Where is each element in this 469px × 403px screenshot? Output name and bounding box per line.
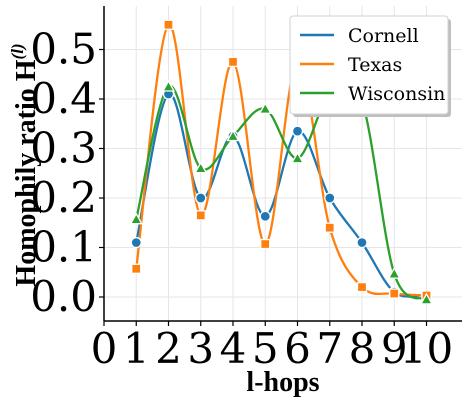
data-point-texas: [131, 263, 142, 274]
data-point-texas: [389, 288, 400, 299]
x-tick-label: 8: [349, 324, 376, 373]
x-tick-label: 6: [284, 324, 311, 373]
series-line-cornell: [135, 92, 428, 298]
legend-label-wisconsin: Wisconsin: [348, 83, 445, 105]
y-tick-label: 0.5: [30, 25, 97, 74]
data-point-wisconsin: [129, 212, 143, 225]
x-tick-label: 1: [123, 324, 150, 373]
x-tick-label: 5: [252, 324, 279, 373]
y-tick-label: 0.2: [30, 173, 97, 222]
data-point-texas: [195, 210, 206, 221]
x-tick-labels: 0 1 2 3 4 5 6 7 8 910: [91, 321, 453, 373]
data-point-wisconsin: [194, 161, 208, 174]
legend-label-cornell: Cornell: [348, 25, 419, 47]
x-axis-label: l-hops: [246, 367, 319, 398]
data-point-cornell: [324, 192, 336, 204]
data-point-texas: [163, 19, 174, 30]
x-tick-label: 3: [187, 324, 214, 373]
legend-box: [289, 15, 449, 115]
data-point-cornell: [259, 210, 271, 222]
x-tick-label: 7: [316, 324, 343, 373]
y-tick-label: 0.1: [30, 223, 97, 272]
data-point-texas: [356, 281, 368, 293]
y-tick-labels: 0.00.10.20.30.40.5: [30, 25, 104, 321]
legend-label-texas: Texas: [348, 54, 402, 76]
data-point-cornell: [356, 236, 368, 249]
legend: Cornell Texas Wisconsin: [289, 15, 451, 117]
data-point-wisconsin: [419, 292, 434, 305]
data-point-cornell: [130, 236, 142, 249]
y-tick-label: 0.4: [30, 74, 97, 123]
x-tick-label: 2: [155, 324, 182, 373]
data-point-texas: [227, 56, 239, 68]
data-markers: [129, 19, 434, 305]
series-line-wisconsin: [135, 81, 428, 301]
y-tick-label: 0.0: [30, 272, 97, 321]
data-point-cornell: [195, 192, 207, 204]
data-point-texas: [260, 238, 271, 250]
data-point-wisconsin: [226, 129, 240, 142]
x-tick-label: 4: [220, 324, 247, 373]
y-axis-label: Homophily ratio H(l): [8, 43, 42, 286]
data-point-wisconsin: [161, 79, 176, 92]
data-point-wisconsin: [258, 102, 272, 114]
data-point-wisconsin: [290, 151, 305, 164]
y-axis-label-text: Homophily ratio H: [11, 59, 42, 286]
x-tick-label: 10: [400, 324, 453, 373]
data-point-cornell: [291, 125, 304, 137]
data-point-texas: [324, 222, 335, 233]
y-tick-label: 0.3: [30, 124, 97, 173]
y-axis-label-superscript: (l): [8, 43, 27, 59]
axes: [103, 6, 462, 322]
x-tick-label: 9: [381, 324, 408, 373]
x-tick-label: 0: [91, 324, 118, 373]
data-point-wisconsin: [387, 266, 401, 279]
